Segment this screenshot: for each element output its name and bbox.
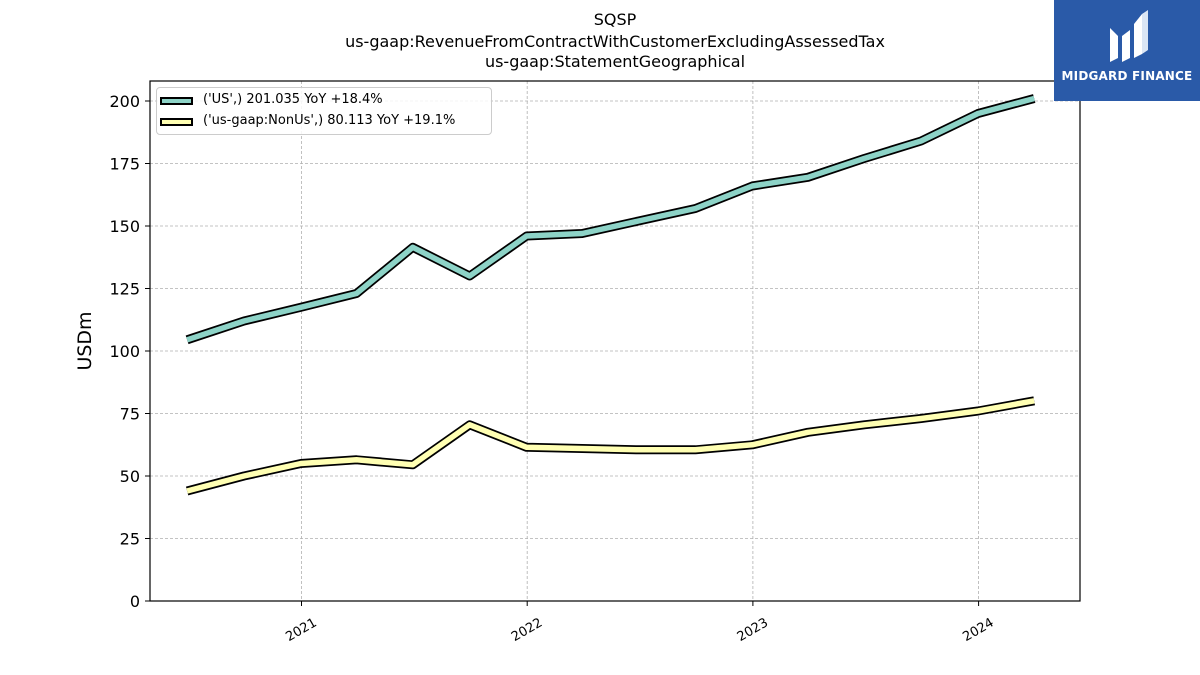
- x-tick-label: 2022: [509, 615, 545, 645]
- legend-label-us: ('US',) 201.035 YoY +18.4%: [203, 92, 383, 107]
- chart-subtitle-concept: us-gaap:RevenueFromContractWithCustomerE…: [345, 32, 885, 51]
- midgard-finance-logo: MIDGARD FINANCE: [1054, 0, 1200, 101]
- chart-title: SQSP: [593, 10, 637, 29]
- y-tick-label: 150: [109, 217, 140, 236]
- plot-frame: [149, 80, 1081, 602]
- chart-subtitle-axis: us-gaap:StatementGeographical: [484, 52, 746, 71]
- y-tick-label: 200: [109, 92, 140, 111]
- legend: ('US',) 201.035 YoY +18.4% ('us-gaap:Non…: [156, 87, 492, 135]
- y-tick-label: 50: [120, 467, 140, 486]
- y-tick-label: 25: [120, 530, 140, 549]
- series-line-0: [186, 95, 1035, 343]
- series-lines: [185, 94, 1036, 496]
- legend-item-nonus: ('us-gaap:NonUs',) 80.113 YoY +19.1%: [157, 112, 487, 132]
- legend-swatch-us: [160, 97, 193, 105]
- y-tick-label: 75: [120, 405, 140, 424]
- y-tick-label: 175: [109, 155, 140, 174]
- series-outline-1: [185, 396, 1036, 496]
- y-tick-label: 0: [130, 592, 140, 611]
- x-tick-label: 2023: [735, 615, 771, 645]
- midgard-logo-icon: [1110, 10, 1148, 62]
- series-line-1: [186, 398, 1035, 494]
- grid-lines: [150, 81, 1080, 602]
- logo-text: MIDGARD FINANCE: [1061, 69, 1193, 83]
- y-axis: 0 25 50 75 100 125 150 175 200: [109, 92, 150, 611]
- y-tick-label: 125: [109, 280, 140, 299]
- y-axis-label: USDm: [74, 311, 96, 370]
- y-tick-label: 100: [109, 342, 140, 361]
- x-axis: 2021 2022 2023 2024: [283, 601, 997, 645]
- legend-label-nonus: ('us-gaap:NonUs',) 80.113 YoY +19.1%: [203, 113, 456, 128]
- legend-item-us: ('US',) 201.035 YoY +18.4%: [157, 91, 487, 111]
- legend-swatch-nonus: [160, 118, 193, 126]
- x-tick-label: 2021: [283, 615, 319, 645]
- x-tick-label: 2024: [960, 615, 996, 645]
